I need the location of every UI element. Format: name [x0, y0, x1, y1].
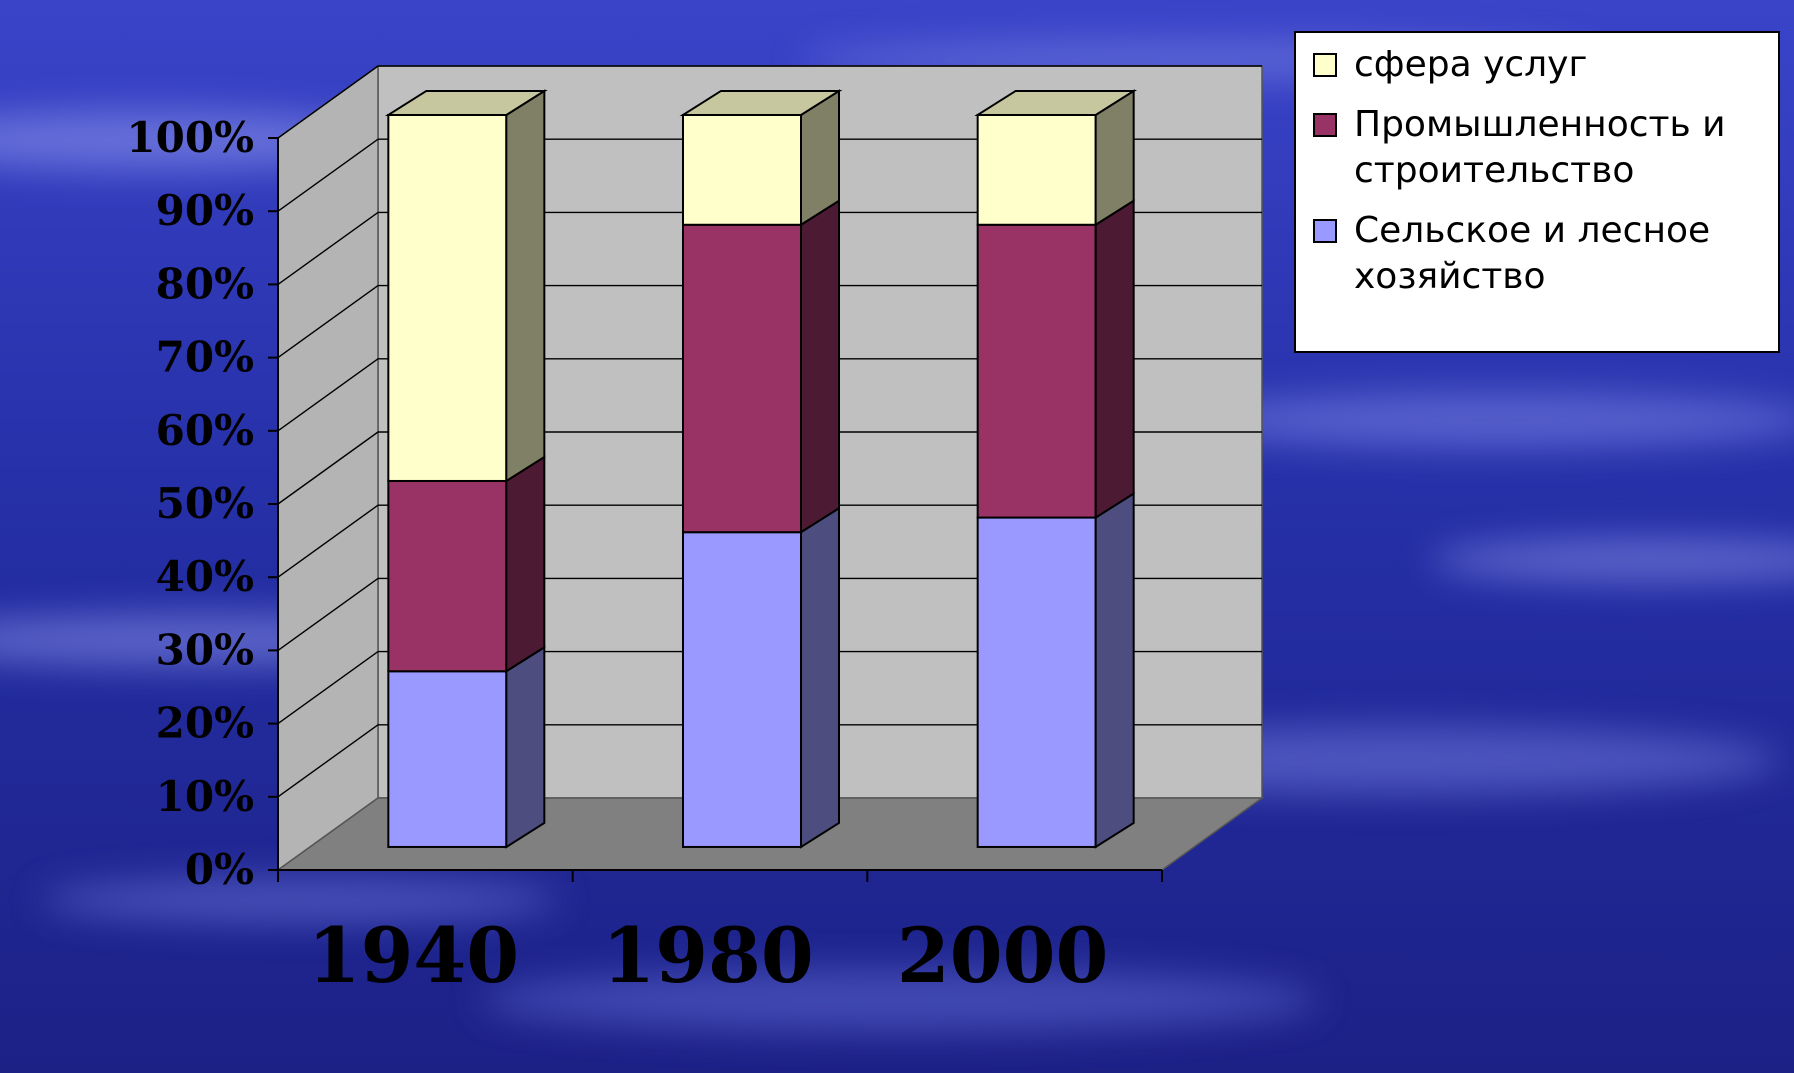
bar-side — [505, 89, 546, 483]
gridline — [277, 284, 1262, 359]
gridline — [277, 211, 1262, 285]
legend: сфера услуг Промышленность и строительство… — [1294, 31, 1780, 353]
gridline — [277, 504, 1262, 578]
legend-item: сфера услуг — [1313, 44, 1587, 85]
bar-side — [1094, 491, 1135, 849]
x-category-label: 1980 — [602, 911, 814, 1000]
gridline — [277, 138, 1262, 212]
gridline — [277, 724, 1262, 798]
bar-segment — [682, 506, 840, 849]
legend-label: строительство — [1354, 150, 1634, 191]
legend-swatch — [1313, 113, 1337, 137]
bar-side — [505, 645, 546, 849]
bar-front — [387, 670, 508, 848]
y-tick-label: 40% — [156, 552, 254, 601]
bar-stack-1980 — [679, 89, 843, 849]
y-tick-label: 70% — [156, 333, 254, 382]
bar-side — [800, 506, 840, 849]
legend-item: Промышленность и строительство — [1313, 104, 1726, 191]
bar-front — [387, 113, 508, 482]
x-axis: 1940 1980 2000 — [277, 869, 1163, 1000]
legend-swatch — [1313, 219, 1337, 243]
y-tick-label: 80% — [156, 259, 254, 308]
legend-item: Сельское и лесное хозяйство — [1313, 210, 1710, 297]
bar-stack-2000 — [974, 89, 1138, 849]
legend-label: хозяйство — [1354, 256, 1546, 297]
bar-front — [976, 223, 1097, 519]
bar-front — [387, 479, 508, 673]
legend-label: Промышленность и — [1354, 104, 1726, 145]
y-tick-label: 10% — [156, 772, 254, 821]
bar-top — [974, 89, 1138, 116]
bar-segment — [976, 198, 1135, 520]
bar-front — [682, 531, 802, 848]
bar-side — [505, 455, 546, 674]
legend-label: Сельское и лесное — [1354, 210, 1710, 251]
y-tick-label: 50% — [156, 479, 254, 528]
y-tick-label: 60% — [156, 406, 254, 455]
bar-top — [384, 89, 548, 116]
gridline — [277, 431, 1262, 505]
y-tick-label: 100% — [126, 113, 254, 162]
legend-label: сфера услуг — [1354, 44, 1587, 85]
y-tick-label: 20% — [156, 699, 254, 748]
bar-segment — [387, 645, 546, 849]
bar-front — [682, 223, 802, 534]
bar-top — [679, 89, 843, 116]
y-tick-label: 30% — [156, 625, 254, 674]
legend-box — [1294, 31, 1780, 353]
x-category-label: 2000 — [897, 911, 1109, 1000]
y-axis: 0% 10% 20% 30% 40% 50% 60% 70% 80% 90% 100% — [126, 113, 279, 894]
y-tick-label: 90% — [156, 186, 254, 235]
bar-front — [976, 516, 1097, 848]
bar-segment — [679, 89, 843, 227]
legend-swatch — [1313, 53, 1337, 77]
gridline — [277, 650, 1262, 725]
gridline — [277, 577, 1262, 651]
bar-segment — [387, 455, 546, 674]
bar-segment — [682, 198, 840, 535]
bar-side — [1094, 198, 1135, 520]
y-tick-label: 0% — [185, 845, 254, 894]
bar-segment — [976, 491, 1135, 849]
bar-segment — [974, 89, 1138, 227]
bar-front — [682, 113, 802, 226]
gridline — [277, 358, 1262, 432]
bars — [384, 89, 1138, 849]
bar-front — [976, 113, 1097, 226]
bar-side — [800, 198, 840, 535]
bar-stack-1940 — [384, 89, 548, 849]
gridline — [277, 65, 1262, 139]
x-category-label: 1940 — [308, 911, 520, 1000]
bar-segment — [384, 89, 548, 483]
